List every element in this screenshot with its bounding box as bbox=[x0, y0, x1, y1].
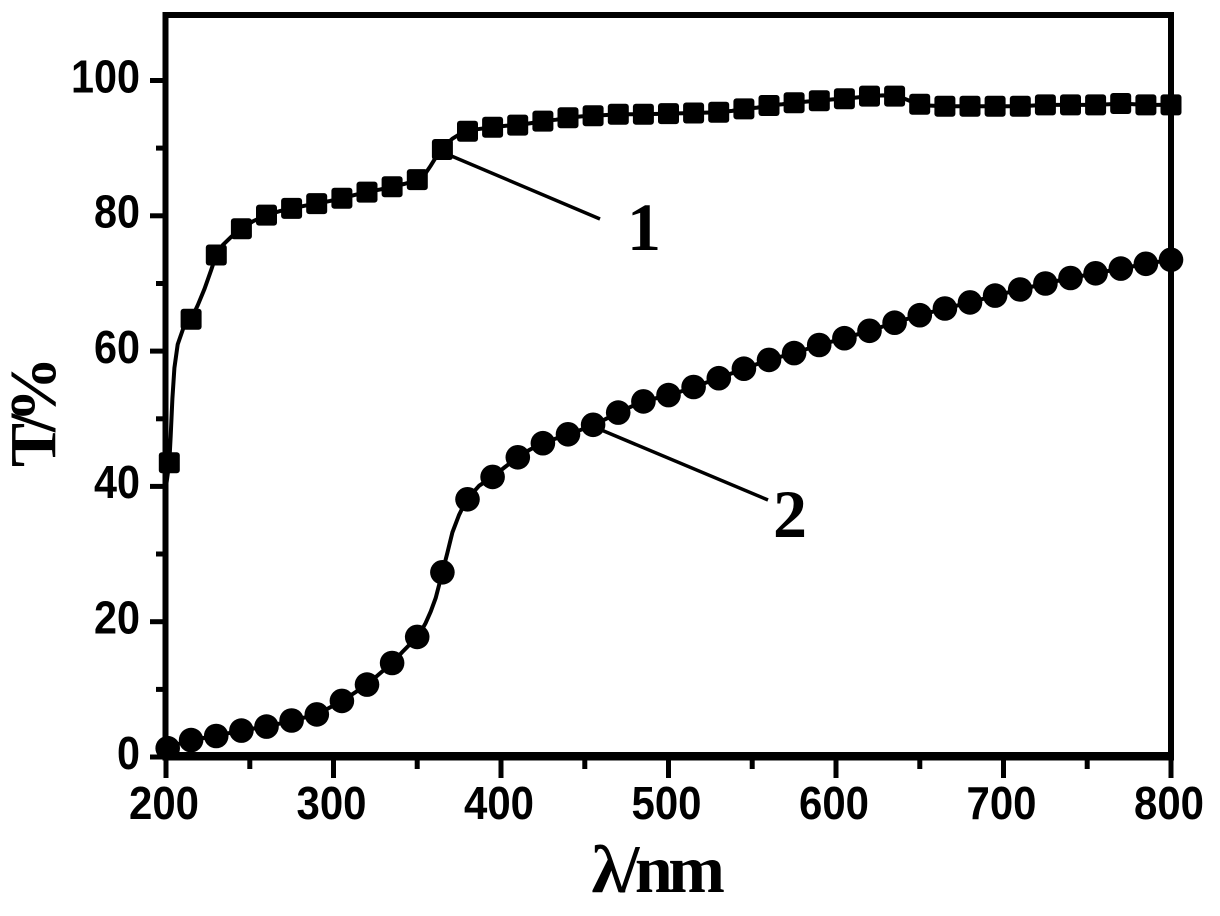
svg-text:200: 200 bbox=[129, 777, 199, 829]
svg-text:80: 80 bbox=[94, 186, 140, 238]
svg-text:2: 2 bbox=[773, 476, 807, 552]
svg-text:800: 800 bbox=[1134, 777, 1204, 829]
svg-text:60: 60 bbox=[94, 321, 140, 373]
svg-text:100: 100 bbox=[71, 50, 140, 102]
svg-text:T/%: T/% bbox=[0, 363, 70, 467]
svg-text:0: 0 bbox=[117, 727, 140, 779]
svg-text:λ/nm: λ/nm bbox=[592, 831, 725, 907]
svg-text:20: 20 bbox=[94, 592, 140, 644]
svg-text:1: 1 bbox=[627, 189, 661, 265]
svg-text:40: 40 bbox=[94, 456, 140, 508]
svg-text:500: 500 bbox=[632, 777, 702, 829]
svg-text:700: 700 bbox=[967, 777, 1037, 829]
svg-text:300: 300 bbox=[297, 777, 367, 829]
svg-text:600: 600 bbox=[799, 777, 869, 829]
svg-text:400: 400 bbox=[464, 777, 534, 829]
